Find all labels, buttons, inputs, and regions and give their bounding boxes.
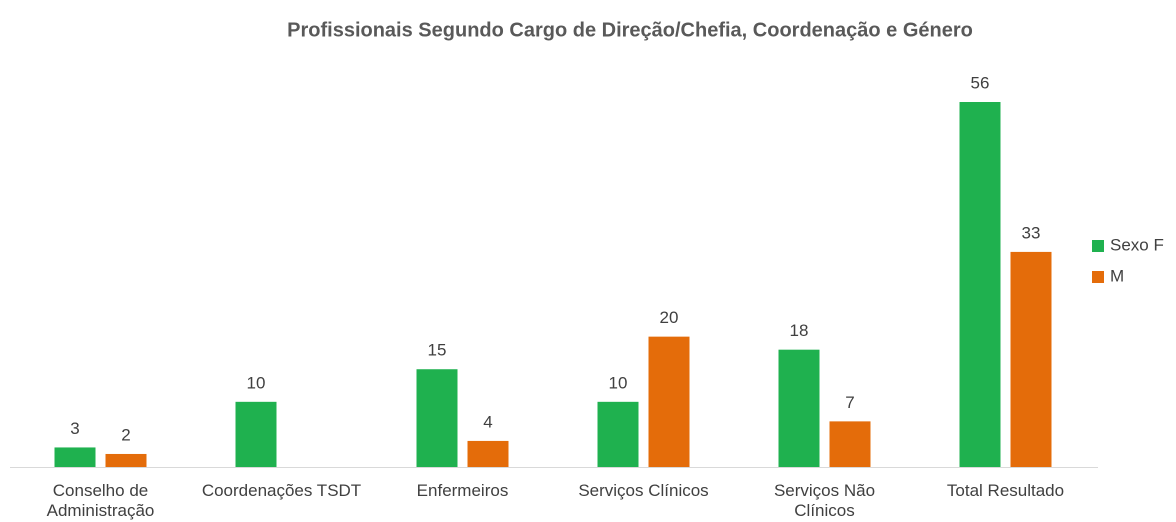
bar (597, 401, 639, 467)
data-label: 56 (971, 73, 990, 92)
data-label: 10 (609, 373, 628, 392)
bar (829, 421, 871, 467)
legend-label: Sexo F (1110, 235, 1164, 254)
bar (235, 401, 277, 467)
bar (778, 349, 820, 467)
x-tick-label: Total Resultado (946, 481, 1065, 500)
x-tick-label: Coordenações TSDT (201, 481, 362, 500)
bar (54, 447, 96, 467)
legend-swatch (1092, 240, 1104, 252)
bar (105, 453, 147, 467)
data-label: 10 (247, 373, 266, 392)
data-label: 3 (70, 419, 79, 438)
chart-title: Profissionais Segundo Cargo de Direção/C… (287, 19, 973, 41)
data-label: 18 (790, 321, 809, 340)
data-label: 20 (660, 308, 679, 327)
legend-label: M (1110, 266, 1124, 285)
x-tick-label: Enfermeiros (416, 481, 509, 500)
data-label: 4 (483, 412, 492, 431)
data-label: 33 (1022, 223, 1041, 242)
bar (959, 102, 1001, 467)
data-label: 2 (121, 425, 130, 444)
bar (648, 336, 690, 467)
bar (467, 440, 509, 467)
bar (416, 369, 458, 467)
x-tick-label: Serviços Clínicos (578, 481, 709, 500)
x-tick-label: Conselho de Administração (46, 481, 155, 520)
legend-swatch (1092, 271, 1104, 283)
data-label: 7 (845, 393, 854, 412)
data-label: 15 (428, 341, 447, 360)
bar (1010, 251, 1052, 467)
x-tick-label: Serviços Não Clínicos (773, 481, 876, 520)
